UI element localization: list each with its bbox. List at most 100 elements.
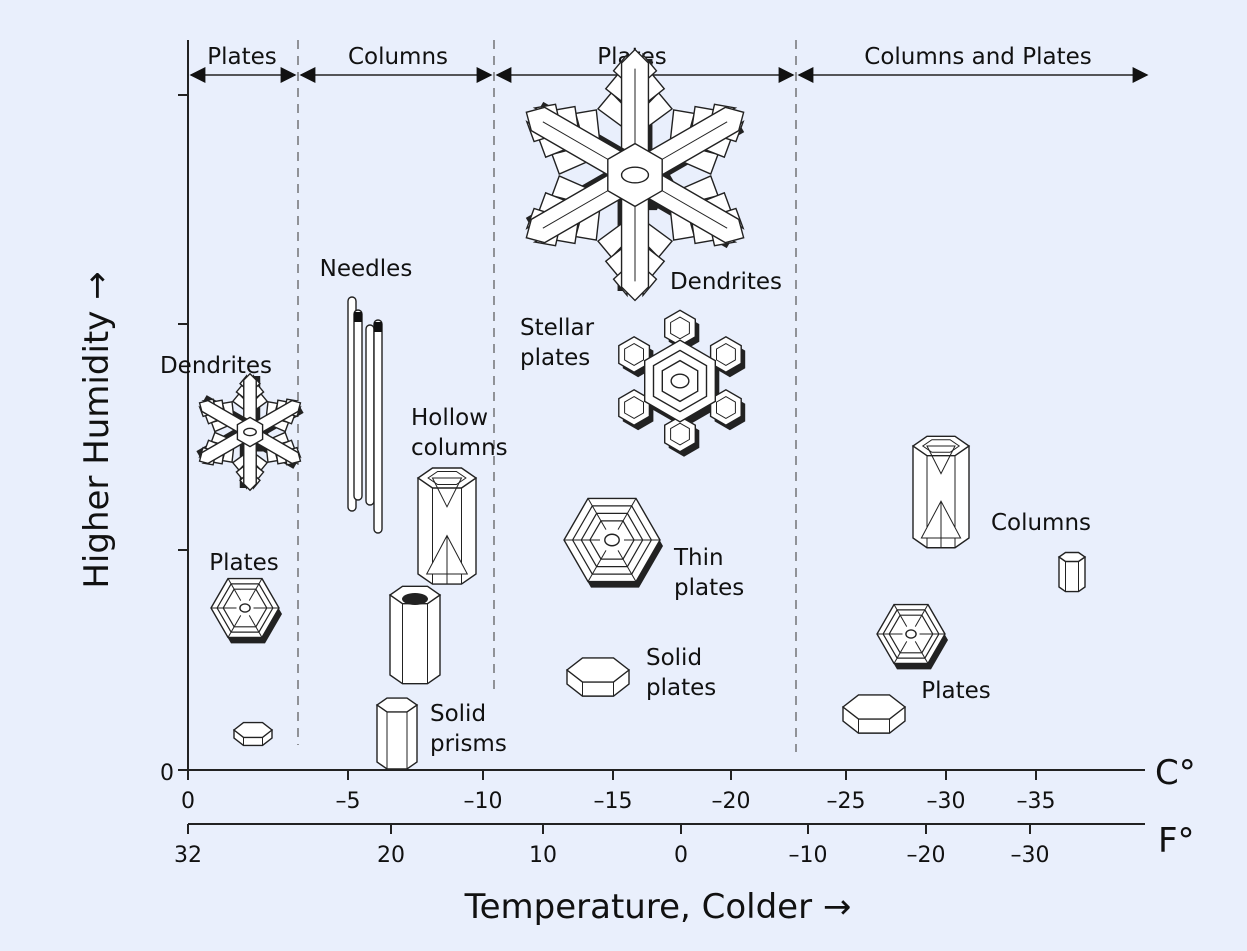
dendrite-arm xyxy=(231,431,269,492)
plate-rib xyxy=(248,578,263,601)
crystal-label: plates xyxy=(674,575,744,601)
crystal-label: Columns xyxy=(991,510,1091,536)
plate-rib xyxy=(893,641,908,664)
column-body xyxy=(389,594,441,685)
needle xyxy=(373,319,383,534)
stellar-tip-inner xyxy=(716,343,736,366)
hollow-cone xyxy=(431,477,463,508)
y-zero-label: 0 xyxy=(160,761,174,786)
crystal-label: Solid xyxy=(646,645,702,671)
crystal-column: Columns xyxy=(911,435,1091,593)
solid-plate-top xyxy=(565,657,631,683)
celsius-tick-label: 0 xyxy=(181,789,195,814)
plate-rib xyxy=(617,498,637,530)
plate-rib xyxy=(587,498,607,530)
column-top xyxy=(375,697,419,713)
crystal-label: Thin xyxy=(673,545,724,571)
x-axis-label: Temperature, Colder → xyxy=(464,887,852,927)
crystal-hollow-column: Hollow columns xyxy=(388,405,508,685)
needle xyxy=(353,309,363,501)
crystal-plate: Plates xyxy=(209,550,282,747)
stellar-tip-inner xyxy=(670,316,690,340)
hollow-cone xyxy=(926,445,956,475)
plate-rib xyxy=(587,550,607,582)
column-top xyxy=(1057,551,1087,563)
plate-rib xyxy=(914,641,929,664)
plate-center xyxy=(604,533,620,547)
crystal-label: Dendrites xyxy=(160,353,272,379)
needle xyxy=(365,324,375,506)
crystal-label: columns xyxy=(411,435,508,461)
crystal-label: Stellar xyxy=(520,315,595,341)
crystal-thin-plate: Thin plates xyxy=(563,497,744,601)
column-body xyxy=(376,704,418,770)
crystal-dendrite: Dendrites xyxy=(160,353,304,492)
fahrenheit-tick-label: 20 xyxy=(377,843,405,868)
crystal-needles: Needles xyxy=(320,256,413,534)
celsius-unit: C° xyxy=(1155,753,1196,793)
crystal-plate: Plates xyxy=(841,603,991,734)
crystal-label: plates xyxy=(520,345,590,371)
stellar-plate-tip xyxy=(709,335,742,374)
y-axis-label: Higher Humidity → xyxy=(77,271,117,588)
dendrite-arm xyxy=(596,48,674,176)
crystal-dendrite: Dendrites xyxy=(525,48,782,302)
crystal-label: Plates xyxy=(921,678,991,704)
stellar-tip-inner xyxy=(624,343,644,366)
dendrite-center-ring xyxy=(620,166,650,184)
celsius-tick-label: –30 xyxy=(927,789,966,814)
region-label: Plates xyxy=(207,44,277,70)
stellar-center xyxy=(670,373,690,389)
celsius-tick-label: –10 xyxy=(464,789,503,814)
stellar-tip-inner xyxy=(670,422,690,446)
arm-ridge xyxy=(658,121,728,162)
region-label: Columns xyxy=(348,44,448,70)
stellar-tip-inner xyxy=(624,396,644,419)
crystal-label: prisms xyxy=(430,731,507,757)
celsius-tick-label: –5 xyxy=(336,789,361,814)
dendrite-arm xyxy=(231,372,269,433)
fahrenheit-tick-label: –20 xyxy=(907,843,946,868)
solid-plate-top xyxy=(232,721,274,739)
arm-ridge xyxy=(658,188,728,229)
crystal-solid-plate: Solid plates xyxy=(565,645,716,701)
region-label: Columns and Plates xyxy=(864,44,1091,70)
stellar-plate-tip xyxy=(664,415,696,453)
solid-plate-top xyxy=(841,694,907,720)
dendrite-center-ring xyxy=(243,427,257,437)
needle-dark-tip xyxy=(354,312,362,322)
stellar-plate-tip xyxy=(618,335,651,374)
fahrenheit-tick-label: –10 xyxy=(789,843,828,868)
plate-rib xyxy=(914,604,929,627)
fahrenheit-tick-label: 32 xyxy=(174,843,202,868)
plate-center xyxy=(239,603,251,613)
celsius-tick-label: –35 xyxy=(1017,789,1056,814)
fahrenheit-tick-label: –30 xyxy=(1011,843,1050,868)
plate-rib xyxy=(248,615,263,638)
fahrenheit-unit: F° xyxy=(1158,821,1195,861)
crystal-label: Needles xyxy=(320,256,413,282)
stellar-tip-inner xyxy=(716,396,736,419)
crystal-label: Plates xyxy=(209,550,279,576)
fahrenheit-tick-label: 10 xyxy=(529,843,557,868)
fahrenheit-tick-label: 0 xyxy=(674,843,688,868)
plate-rib xyxy=(893,604,908,627)
plate-rib xyxy=(227,578,242,601)
celsius-tick-label: –20 xyxy=(712,789,751,814)
celsius-tick-label: –15 xyxy=(594,789,633,814)
crystal-label: plates xyxy=(646,675,716,701)
plate-center xyxy=(905,629,917,639)
crystal-stellar: Stellar plates xyxy=(520,309,746,457)
arm-ridge xyxy=(542,121,612,162)
plate-rib xyxy=(617,550,637,582)
crystal-label: Solid xyxy=(430,701,486,727)
crystal-prism: Solid prisms xyxy=(375,697,507,770)
column-hole xyxy=(402,593,428,605)
dendrite-arm xyxy=(596,174,674,302)
celsius-tick-label: –25 xyxy=(827,789,866,814)
plate-rib xyxy=(227,615,242,638)
crystal-label: Hollow xyxy=(411,405,488,431)
arm-ridge xyxy=(542,188,612,229)
